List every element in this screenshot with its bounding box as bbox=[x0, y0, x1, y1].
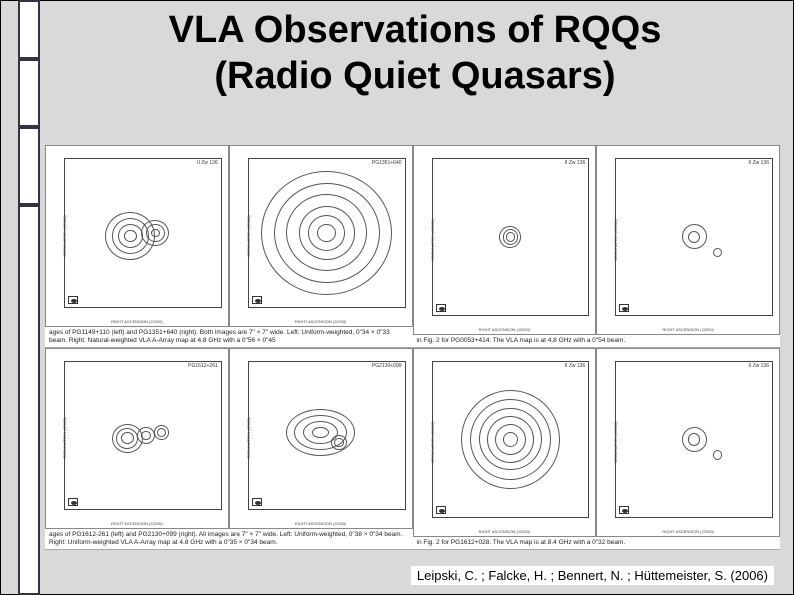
contour-ring bbox=[682, 427, 707, 452]
y-axis-label: DECLINATION (J2000) bbox=[62, 418, 67, 459]
y-axis-label: DECLINATION (J2000) bbox=[613, 219, 618, 260]
left-column: DECLINATION (J2000) RIGHT ASCENSION (J200… bbox=[45, 145, 413, 550]
y-axis-label: DECLINATION (J2000) bbox=[613, 422, 618, 463]
axes-box bbox=[615, 361, 773, 519]
beam-indicator bbox=[436, 304, 446, 312]
beam-indicator bbox=[252, 296, 262, 304]
panel-R-lower-left: DECLINATION (J2000) RIGHT ASCENSION (J200… bbox=[413, 348, 597, 538]
x-axis-label: RIGHT ASCENSION (J2000) bbox=[479, 327, 531, 332]
axes-box bbox=[615, 158, 773, 316]
contour-ring bbox=[682, 224, 707, 249]
beam-ellipse-icon bbox=[71, 501, 77, 505]
x-axis-label: RIGHT ASCENSION (J2000) bbox=[111, 319, 163, 324]
sidebar-block bbox=[18, 127, 40, 205]
caption-left-upper: ages of PG1149+110 (left) and PG1351+640… bbox=[45, 327, 413, 347]
beam-ellipse-icon bbox=[71, 299, 77, 303]
beam-indicator bbox=[619, 506, 629, 514]
contour-ring bbox=[713, 248, 722, 257]
caption-right-lower: in Fig. 2 for PG1612+028. The VLA map is… bbox=[413, 537, 781, 549]
object-label: PG1612+261 bbox=[188, 363, 218, 369]
panel-L-upper-right: DECLINATION (J2000) RIGHT ASCENSION (J200… bbox=[229, 145, 413, 327]
object-label: II Zw 136 bbox=[197, 160, 218, 166]
beam-ellipse-icon bbox=[439, 509, 445, 513]
contour-ring bbox=[137, 427, 156, 445]
object-label: PG1351+640 bbox=[372, 160, 402, 166]
y-axis-label: DECLINATION (J2000) bbox=[246, 215, 251, 256]
x-axis-label: RIGHT ASCENSION (J2000) bbox=[662, 327, 714, 332]
right-column: DECLINATION (J2000) RIGHT ASCENSION (J200… bbox=[413, 145, 781, 550]
sidebar-block bbox=[18, 0, 40, 59]
object-label: II Zw 136 bbox=[565, 160, 586, 166]
title-line-2: (Radio Quiet Quasars) bbox=[214, 55, 615, 97]
contour-ring bbox=[499, 226, 521, 248]
panel-L-lower-right: DECLINATION (J2000) RIGHT ASCENSION (J200… bbox=[229, 348, 413, 530]
object-label: II Zw 136 bbox=[748, 160, 769, 166]
beam-indicator bbox=[252, 498, 262, 506]
y-axis-label: DECLINATION (J2000) bbox=[246, 418, 251, 459]
x-axis-label: RIGHT ASCENSION (J2000) bbox=[479, 529, 531, 534]
sidebar-block bbox=[18, 59, 40, 127]
beam-indicator bbox=[68, 296, 78, 304]
caption-right-upper: in Fig. 2 for PG0053+414. The VLA map is… bbox=[413, 335, 781, 347]
sidebar-block bbox=[18, 205, 40, 595]
axes-box bbox=[432, 361, 590, 519]
panel-L-upper-left: DECLINATION (J2000) RIGHT ASCENSION (J200… bbox=[45, 145, 229, 327]
beam-ellipse-icon bbox=[622, 307, 628, 311]
citation-text: Leipski, C. ; Falcke, H. ; Bennert, N. ;… bbox=[411, 566, 774, 585]
contour-ring bbox=[713, 450, 722, 459]
contour-ring bbox=[261, 171, 392, 295]
panel-R-lower-right: DECLINATION (J2000) RIGHT ASCENSION (J200… bbox=[596, 348, 780, 538]
contour-ring bbox=[286, 409, 356, 456]
contour-ring bbox=[154, 425, 170, 440]
panel-L-lower-left: DECLINATION (J2000) RIGHT ASCENSION (J200… bbox=[45, 348, 229, 530]
left-upper-group: DECLINATION (J2000) RIGHT ASCENSION (J200… bbox=[45, 145, 413, 348]
object-label: PG2130+099 bbox=[372, 363, 402, 369]
beam-ellipse-icon bbox=[255, 501, 261, 505]
contour-ring bbox=[461, 390, 561, 490]
axes-box bbox=[248, 158, 406, 308]
beam-indicator bbox=[436, 506, 446, 514]
axes-box bbox=[64, 158, 222, 308]
title-line-1: VLA Observations of RQQs bbox=[169, 9, 662, 51]
axes-box bbox=[432, 158, 590, 316]
caption-left-lower: ages of PG1612-261 (left) and PG2130+099… bbox=[45, 529, 413, 549]
beam-indicator bbox=[619, 304, 629, 312]
x-axis-label: RIGHT ASCENSION (J2000) bbox=[111, 521, 163, 526]
x-axis-label: RIGHT ASCENSION (J2000) bbox=[295, 521, 347, 526]
beam-ellipse-icon bbox=[439, 307, 445, 311]
object-label: II Zw 136 bbox=[565, 363, 586, 369]
axes-box bbox=[64, 361, 222, 511]
beam-indicator bbox=[68, 498, 78, 506]
axes-box bbox=[248, 361, 406, 511]
contour-ring bbox=[331, 435, 347, 450]
right-upper-group: DECLINATION (J2000) RIGHT ASCENSION (J200… bbox=[413, 145, 781, 348]
panel-R-upper-right: DECLINATION (J2000) RIGHT ASCENSION (J200… bbox=[596, 145, 780, 335]
object-label: II Zw 136 bbox=[748, 363, 769, 369]
y-axis-label: DECLINATION (J2000) bbox=[430, 422, 435, 463]
x-axis-label: RIGHT ASCENSION (J2000) bbox=[295, 319, 347, 324]
left-lower-group: DECLINATION (J2000) RIGHT ASCENSION (J200… bbox=[45, 348, 413, 551]
beam-ellipse-icon bbox=[622, 509, 628, 513]
contour-ring bbox=[141, 220, 169, 247]
sidebar-decoration bbox=[18, 0, 40, 595]
y-axis-label: DECLINATION (J2000) bbox=[62, 215, 67, 256]
panel-R-upper-left: DECLINATION (J2000) RIGHT ASCENSION (J200… bbox=[413, 145, 597, 335]
title-block: VLA Observations of RQQs (Radio Quiet Qu… bbox=[60, 8, 770, 99]
x-axis-label: RIGHT ASCENSION (J2000) bbox=[662, 529, 714, 534]
y-axis-label: DECLINATION (J2000) bbox=[430, 219, 435, 260]
figure-content: DECLINATION (J2000) RIGHT ASCENSION (J200… bbox=[45, 145, 780, 550]
right-lower-group: DECLINATION (J2000) RIGHT ASCENSION (J200… bbox=[413, 348, 781, 551]
beam-ellipse-icon bbox=[255, 299, 261, 303]
